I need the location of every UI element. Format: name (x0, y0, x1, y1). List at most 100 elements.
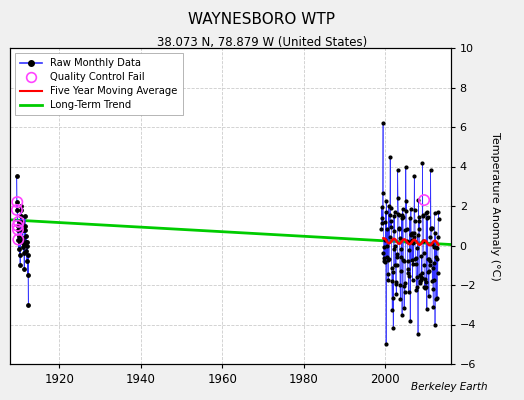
Point (18, 236, 27, 243)
Point (424, 269, 432, 275)
Point (388, 278, 396, 284)
Point (408, 277, 417, 283)
Point (17, 207, 26, 213)
Point (419, 212, 428, 218)
Point (420, 284, 429, 290)
Point (401, 163, 410, 170)
Point (378, 190, 387, 197)
Point (383, 226, 391, 232)
Point (24, 272, 32, 278)
Point (15, 232, 24, 239)
Point (405, 289, 413, 295)
Point (416, 278, 424, 284)
Point (391, 262, 399, 268)
Point (14, 222, 22, 229)
Point (426, 234, 434, 240)
Point (13, 199, 21, 205)
Point (20, 266, 29, 272)
Point (16, 238, 24, 245)
Point (420, 197, 428, 203)
Point (421, 275, 429, 282)
Point (24, 302, 32, 308)
Point (411, 218, 419, 224)
Point (401, 227, 410, 234)
Legend: Raw Monthly Data, Quality Control Fail, Five Year Moving Average, Long-Term Tren: Raw Monthly Data, Quality Control Fail, … (16, 53, 183, 115)
Point (394, 194, 402, 201)
Point (395, 212, 403, 218)
Point (415, 217, 423, 224)
Point (418, 270, 427, 276)
Point (395, 226, 403, 233)
Point (399, 206, 407, 212)
Point (399, 214, 407, 220)
Point (427, 167, 435, 174)
Point (409, 234, 418, 240)
Point (388, 295, 397, 302)
Point (378, 220, 387, 226)
Point (414, 331, 422, 338)
Point (409, 240, 417, 246)
Point (423, 214, 432, 220)
Point (422, 208, 431, 215)
Point (390, 213, 398, 219)
Point (381, 259, 389, 265)
Point (431, 230, 440, 236)
Point (400, 258, 408, 264)
Point (430, 260, 438, 267)
Point (412, 286, 421, 293)
Point (423, 306, 431, 312)
Point (430, 243, 439, 250)
Point (379, 250, 388, 256)
Point (415, 214, 423, 220)
Point (396, 235, 404, 241)
Point (403, 238, 411, 245)
Point (16, 203, 25, 209)
Point (383, 243, 391, 250)
Text: Berkeley Earth: Berkeley Earth (411, 382, 487, 392)
Point (400, 283, 409, 290)
Point (433, 294, 441, 301)
Point (393, 250, 401, 257)
Point (377, 204, 386, 210)
Point (387, 265, 396, 271)
Point (14, 236, 23, 243)
Point (433, 270, 442, 276)
Point (380, 255, 388, 261)
Point (410, 173, 419, 180)
Point (403, 258, 412, 264)
Point (379, 120, 387, 126)
Point (410, 207, 419, 214)
Point (412, 284, 421, 290)
Point (401, 280, 409, 286)
Point (433, 256, 442, 262)
Point (398, 312, 406, 318)
Point (14, 226, 22, 233)
Point (21, 226, 29, 233)
Point (425, 293, 433, 299)
Point (389, 325, 397, 332)
Point (13, 207, 21, 213)
Point (14, 236, 23, 243)
Point (407, 230, 416, 236)
Point (429, 304, 438, 310)
Point (417, 274, 425, 280)
Point (434, 216, 443, 222)
Point (399, 257, 408, 264)
Point (407, 232, 416, 238)
Point (408, 236, 417, 243)
Point (404, 266, 412, 272)
Point (384, 257, 392, 263)
Point (405, 247, 413, 253)
Point (413, 232, 422, 238)
Point (422, 278, 430, 285)
Point (419, 213, 427, 220)
Point (421, 284, 430, 290)
Point (434, 234, 442, 240)
Point (402, 226, 411, 232)
Point (23, 258, 31, 264)
Point (429, 265, 437, 272)
Point (431, 210, 439, 216)
Point (386, 212, 394, 218)
Point (432, 245, 441, 252)
Point (417, 277, 425, 283)
